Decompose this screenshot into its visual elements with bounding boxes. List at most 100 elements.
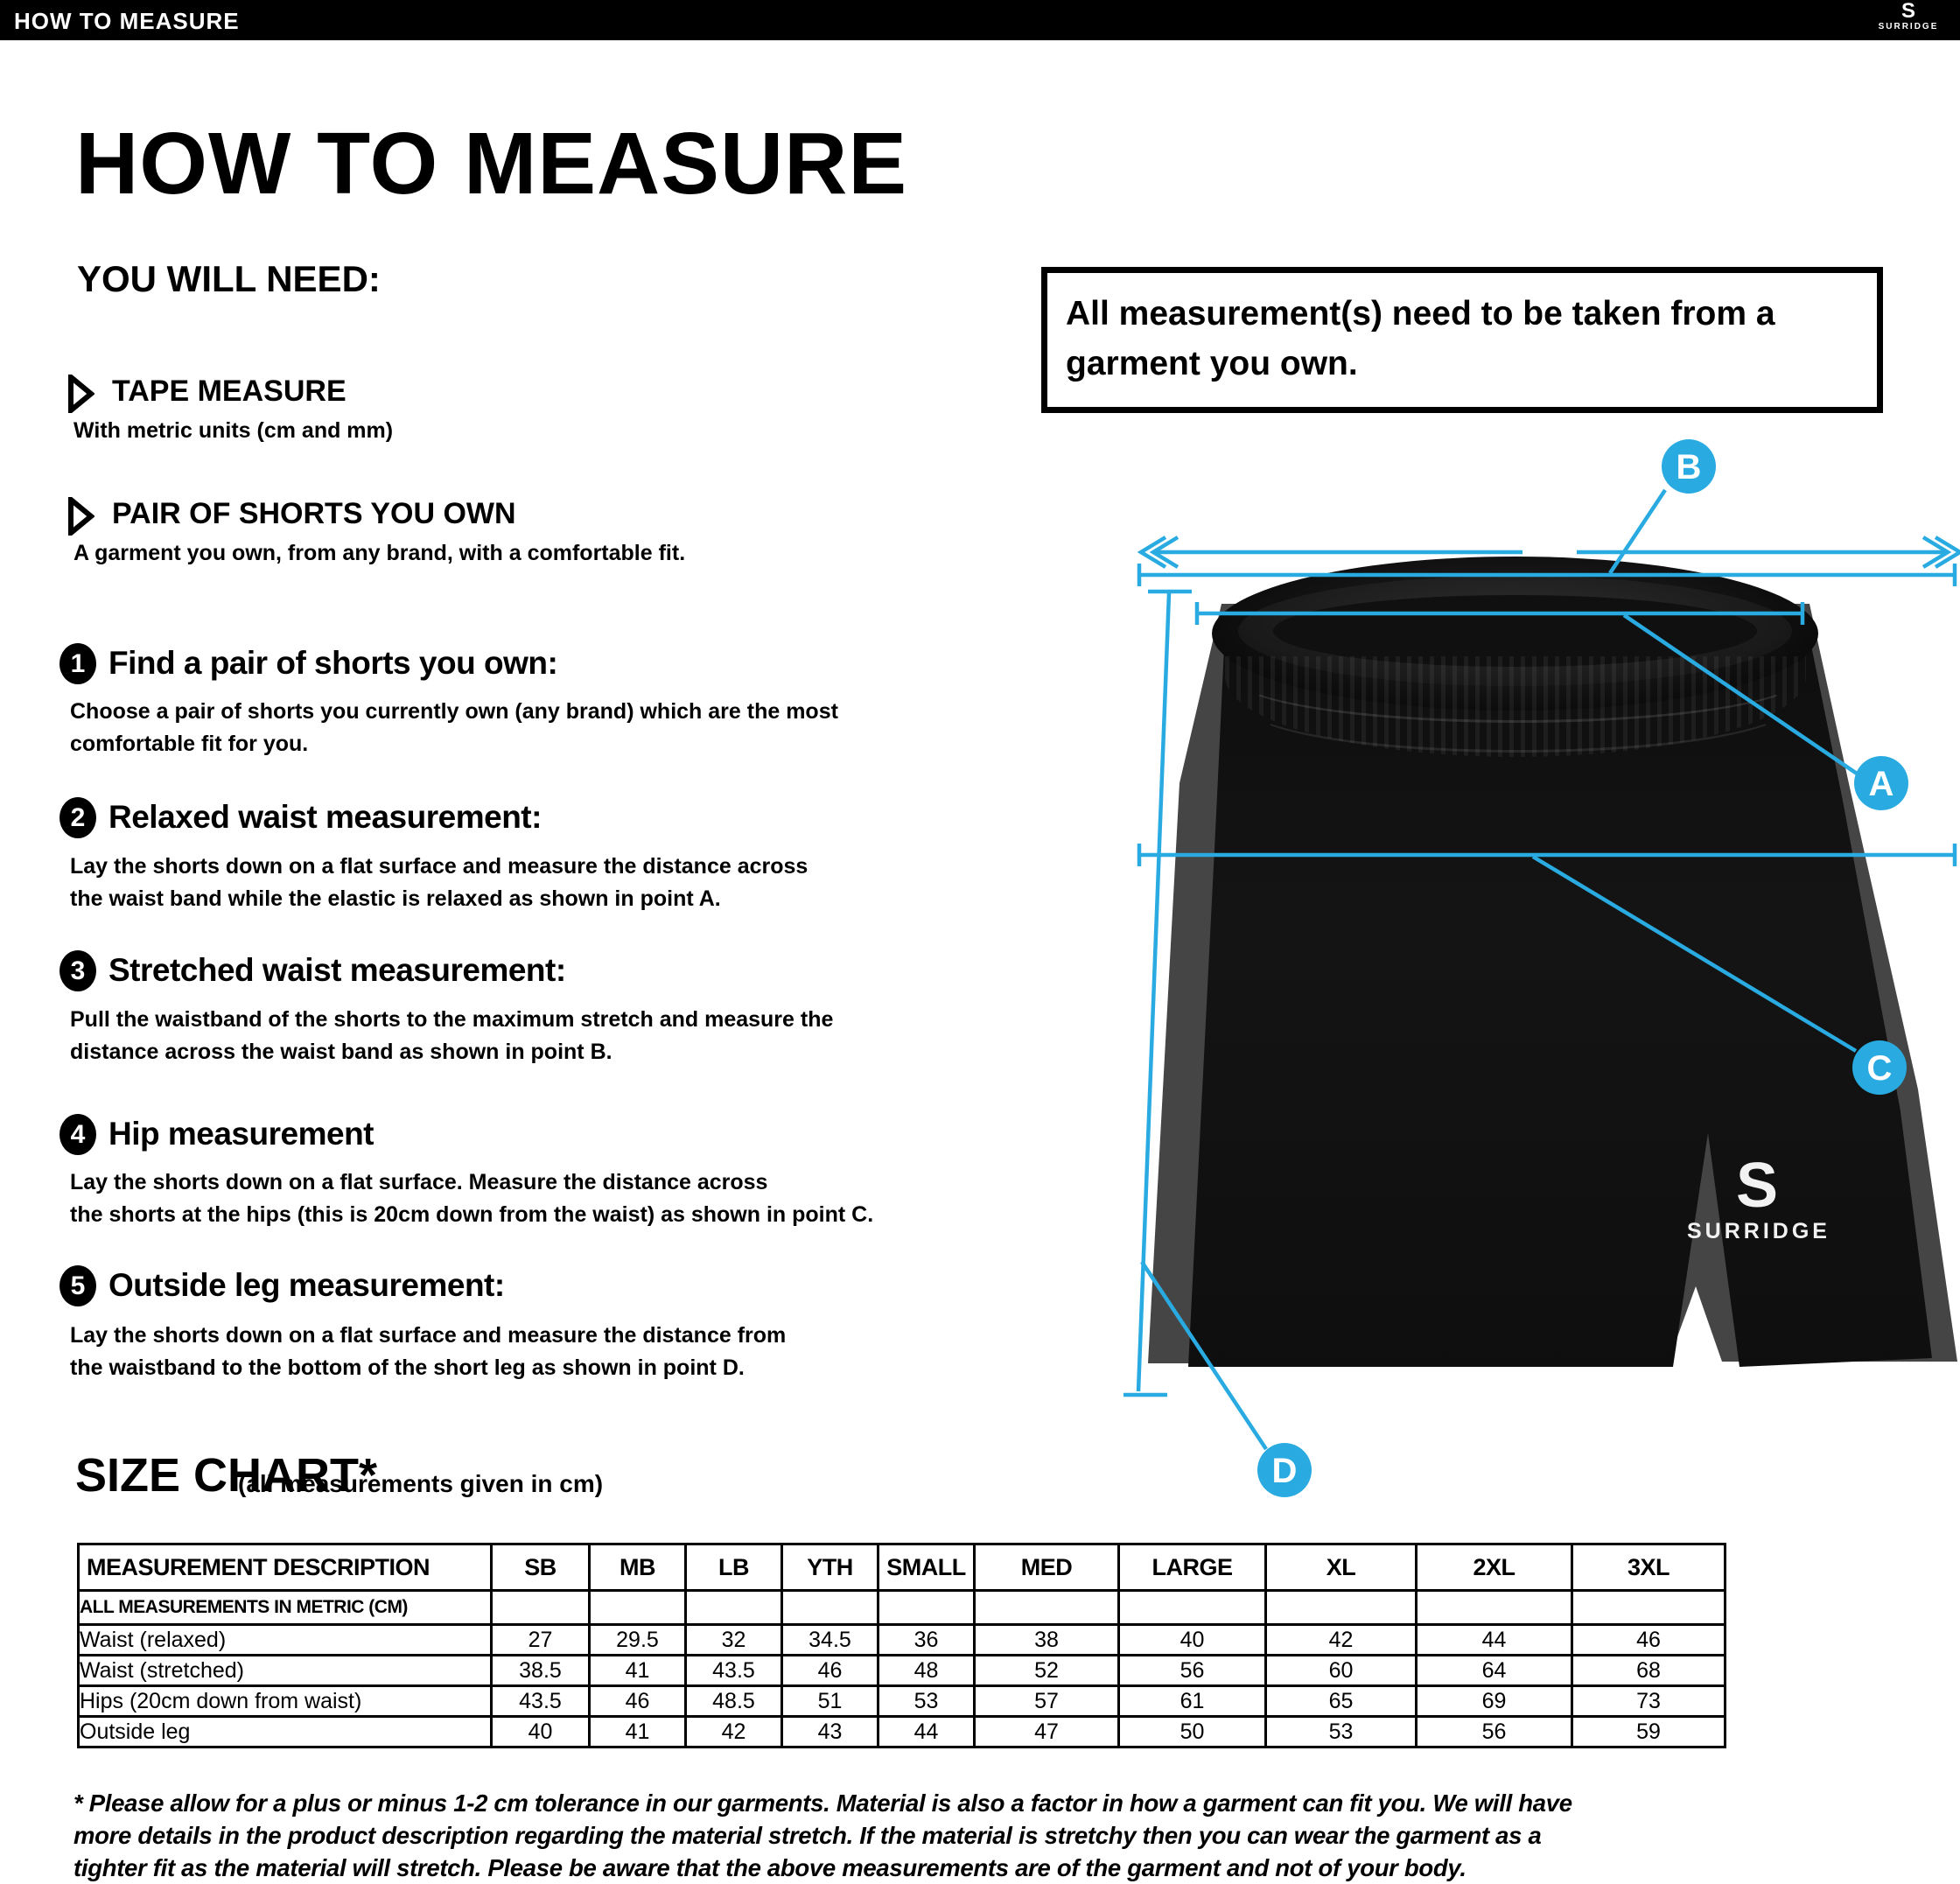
label-b-badge <box>1662 439 1716 494</box>
column-header-lb: LB <box>684 1543 783 1592</box>
column-header-2xl: 2XL <box>1415 1543 1573 1592</box>
metric-blank-cell <box>877 1589 976 1626</box>
size-value-cell: 52 <box>973 1654 1120 1687</box>
size-value-cell: 43 <box>780 1715 879 1748</box>
step-3-title: Stretched waist measurement: <box>108 952 566 988</box>
size-chart-title: SIZE CHART* <box>75 1449 378 1502</box>
size-value-cell: 38 <box>973 1623 1120 1656</box>
step-5-number: 5 <box>60 1265 96 1306</box>
size-value-cell: 53 <box>877 1684 976 1718</box>
need-item-shorts: PAIR OF SHORTS YOU OWN <box>112 497 516 530</box>
metric-blank-cell <box>1415 1589 1573 1626</box>
row-label: Waist (stretched) <box>77 1654 493 1687</box>
size-value-cell: 57 <box>973 1684 1120 1718</box>
size-value-cell: 64 <box>1415 1654 1573 1687</box>
metric-blank-cell <box>1117 1589 1267 1626</box>
step-4-title: Hip measurement <box>108 1116 374 1152</box>
size-value-cell: 41 <box>588 1654 687 1687</box>
size-value-cell: 46 <box>588 1684 687 1718</box>
metric-blank-cell <box>780 1589 879 1626</box>
surridge-logo: S SURRIDGE <box>1860 0 1956 40</box>
size-value-cell: 61 <box>1117 1684 1267 1718</box>
label-b: B <box>1676 448 1702 487</box>
shorts-icon <box>68 497 94 536</box>
metric-blank-cell <box>973 1589 1120 1626</box>
waistband-fold <box>1242 656 1794 753</box>
size-value-cell: 42 <box>1264 1623 1418 1656</box>
step-1-title: Find a pair of shorts you own: <box>108 645 558 681</box>
top-bar-title: HOW TO MEASURE <box>14 8 240 34</box>
size-value-cell: 43.5 <box>684 1654 783 1687</box>
top-bar: HOW TO MEASURE S SURRIDGE <box>0 0 1960 40</box>
size-chart-subtitle: (all measurements given in cm) <box>238 1470 604 1497</box>
need-item-tape-measure-note: With metric units (cm and mm) <box>74 418 394 443</box>
tape-measure-icon <box>68 375 94 413</box>
size-value-cell: 40 <box>490 1715 591 1748</box>
size-value-cell: 47 <box>973 1715 1120 1748</box>
size-value-cell: 44 <box>1415 1623 1573 1656</box>
step-4-body: Lay the shorts down on a flat surface. M… <box>70 1170 874 1227</box>
label-d: D <box>1272 1452 1298 1490</box>
size-chart-row: Hips (20cm down from waist) 43.5 46 48.5 51 5… <box>77 1684 1726 1718</box>
metric-blank-cell <box>490 1589 591 1626</box>
size-value-cell: 73 <box>1571 1684 1726 1718</box>
size-value-cell: 59 <box>1571 1715 1726 1748</box>
step-5-body: Lay the shorts down on a flat surface an… <box>70 1323 787 1380</box>
step-2-title: Relaxed waist measurement: <box>108 799 542 835</box>
size-value-cell: 53 <box>1264 1715 1418 1748</box>
row-label: Waist (relaxed) <box>77 1623 493 1656</box>
garment-surridge-logo: S SURRIDGE <box>1687 1153 1827 1244</box>
column-header-3xl: 3XL <box>1571 1543 1726 1592</box>
size-value-cell: 60 <box>1264 1654 1418 1687</box>
size-value-cell: 42 <box>684 1715 783 1748</box>
size-value-cell: 38.5 <box>490 1654 591 1687</box>
size-value-cell: 43.5 <box>490 1684 591 1718</box>
size-value-cell: 68 <box>1571 1654 1726 1687</box>
metric-blank-cell <box>1264 1589 1418 1626</box>
column-header-small: SMALL <box>877 1543 976 1592</box>
row-label: Hips (20cm down from waist) <box>77 1684 493 1718</box>
step-5-title: Outside leg measurement: <box>108 1267 505 1303</box>
size-chart-row: Waist (relaxed) 27 29.5 32 34.5 36 38 40 42 44 46 <box>77 1623 1726 1656</box>
column-header-sb: SB <box>490 1543 591 1592</box>
step-3-number: 3 <box>60 950 96 991</box>
size-value-cell: 50 <box>1117 1715 1267 1748</box>
column-header-yth: YTH <box>780 1543 879 1592</box>
garment-logo-text: SURRIDGE <box>1687 1219 1830 1243</box>
step-3-body: Pull the waistband of the shorts to the … <box>70 1007 834 1064</box>
size-value-cell: 48 <box>877 1654 976 1687</box>
measurement-note-box <box>1041 267 1883 413</box>
size-value-cell: 56 <box>1415 1715 1573 1748</box>
size-value-cell: 65 <box>1264 1684 1418 1718</box>
size-value-cell: 44 <box>877 1715 976 1748</box>
measurement-note-text: All measurement(s) need to be taken from… <box>1066 295 1775 382</box>
size-value-cell: 48.5 <box>684 1684 783 1718</box>
size-value-cell: 56 <box>1117 1654 1267 1687</box>
column-header-xl: XL <box>1264 1543 1418 1592</box>
metric-note-cell: ALL MEASUREMENTS IN METRIC (CM) <box>77 1589 493 1626</box>
step-2-body: Lay the shorts down on a flat surface an… <box>70 854 808 911</box>
surridge-logo-text: SURRIDGE <box>1878 22 1939 32</box>
size-value-cell: 51 <box>780 1684 879 1718</box>
size-value-cell: 41 <box>588 1715 687 1748</box>
size-value-cell: 27 <box>490 1623 591 1656</box>
size-value-cell: 29.5 <box>588 1623 687 1656</box>
page-title: HOW TO MEASURE <box>75 115 908 213</box>
metric-blank-cell <box>684 1589 783 1626</box>
row-label: Outside leg <box>77 1715 493 1748</box>
size-chart-row: Waist (stretched) 38.5 41 43.5 46 48 52 56 60 64 6… <box>77 1654 1726 1687</box>
tolerance-footnote: * Please allow for a plus or minus 1-2 c… <box>74 1789 1572 1881</box>
size-chart-row: Outside leg 40 41 42 43 44 47 50 53 56 59 <box>77 1715 1726 1748</box>
metric-blank-cell <box>588 1589 687 1626</box>
column-header-large: LARGE <box>1117 1543 1267 1592</box>
size-value-cell: 34.5 <box>780 1623 879 1656</box>
shorts-diagram: S SURRIDGE <box>1120 525 1960 1409</box>
size-value-cell: 46 <box>1571 1623 1726 1656</box>
garment-logo-icon: S <box>1735 1151 1779 1221</box>
column-header-med: MED <box>973 1543 1120 1592</box>
size-value-cell: 40 <box>1117 1623 1267 1656</box>
size-value-cell: 32 <box>684 1623 783 1656</box>
you-will-need-heading: YOU WILL NEED: <box>77 258 381 299</box>
column-header-description: MEASUREMENT DESCRIPTION <box>77 1543 493 1592</box>
